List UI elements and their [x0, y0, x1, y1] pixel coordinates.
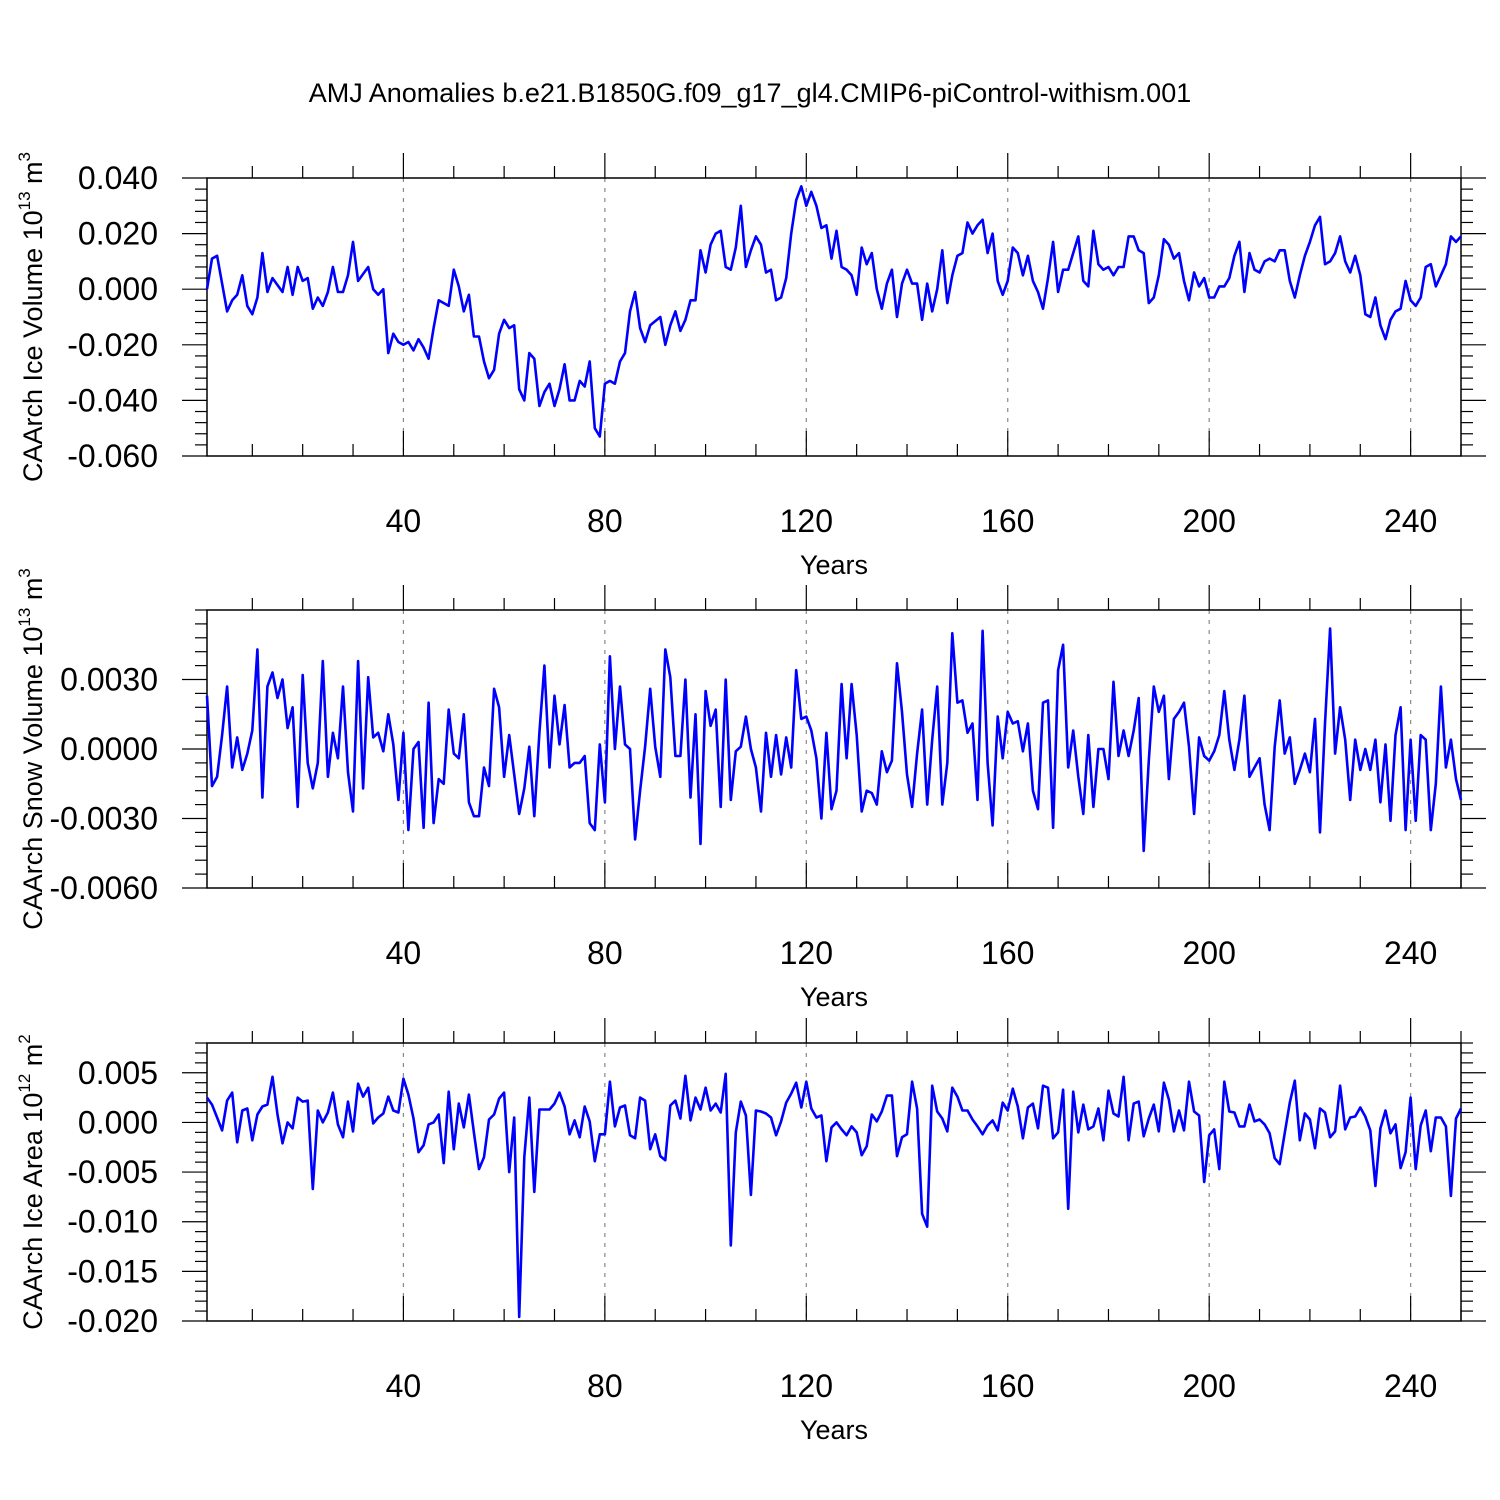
y-tick-label: -0.015 [67, 1253, 158, 1289]
x-tick-label: 40 [386, 1368, 422, 1404]
x-axis-title: Years [800, 550, 868, 580]
x-tick-label: 240 [1384, 1368, 1437, 1404]
y-tick-label: -0.020 [67, 1303, 158, 1339]
plot-frame [206, 177, 1462, 457]
x-tick-label: 240 [1384, 503, 1437, 539]
y-tick-label: 0.020 [78, 216, 158, 252]
x-tick-label: 240 [1384, 935, 1437, 971]
y-tick-label: 0.005 [78, 1055, 158, 1091]
x-tick-label: 200 [1182, 935, 1235, 971]
x-tick-label: 40 [386, 935, 422, 971]
x-tick-label: 160 [981, 1368, 1034, 1404]
y-tick-label: -0.060 [67, 438, 158, 474]
x-tick-label: 160 [981, 503, 1034, 539]
y-tick-label: 0.000 [78, 271, 158, 307]
y-tick-label: 0.000 [78, 1104, 158, 1140]
plot-frame [206, 609, 1462, 889]
x-tick-label: 200 [1182, 1368, 1235, 1404]
x-axis-title: Years [800, 1415, 868, 1445]
x-tick-label: 120 [780, 503, 833, 539]
x-axis-title: Years [800, 982, 868, 1012]
y-axis-title: CAArch Ice Volume 1013 m3 [15, 152, 48, 482]
y-tick-label: -0.020 [67, 327, 158, 363]
x-tick-label: 80 [587, 935, 623, 971]
x-tick-label: 40 [386, 503, 422, 539]
y-tick-label: 0.0030 [60, 662, 158, 698]
y-tick-label: 0.040 [78, 160, 158, 196]
y-tick-label: -0.0030 [49, 801, 158, 837]
y-tick-label: -0.005 [67, 1154, 158, 1190]
y-tick-label: -0.0060 [49, 870, 158, 906]
y-tick-label: 0.0000 [60, 731, 158, 767]
y-tick-label: -0.040 [67, 382, 158, 418]
y-tick-label: -0.010 [67, 1204, 158, 1240]
series-line [205, 627, 1463, 853]
y-axis-title: CAArch Ice Area 1012 m2 [15, 1034, 48, 1330]
x-tick-label: 80 [587, 503, 623, 539]
x-tick-label: 200 [1182, 503, 1235, 539]
panel-2: -0.0060 -0.0030 0.0000 0.0030 40 80 120 160 200 2… [15, 568, 1486, 1012]
plot-frame [206, 1042, 1462, 1322]
x-tick-label: 120 [780, 1368, 833, 1404]
series-line [205, 1072, 1463, 1319]
panel-1: -0.060 -0.040 -0.020 0.000 0.020 0.040 40 80 120… [15, 152, 1486, 580]
x-tick-label: 80 [587, 1368, 623, 1404]
x-tick-label: 160 [981, 935, 1034, 971]
panel-3: -0.020 -0.015 -0.010 -0.005 0.000 0.005 40 80 12… [15, 1018, 1486, 1445]
series-line [205, 185, 1462, 438]
y-axis-title: CAArch Snow Volume 1013 m3 [15, 568, 48, 930]
chart-title: AMJ Anomalies b.e21.B1850G.f09_g17_gl4.C… [308, 78, 1192, 108]
x-tick-label: 120 [780, 935, 833, 971]
